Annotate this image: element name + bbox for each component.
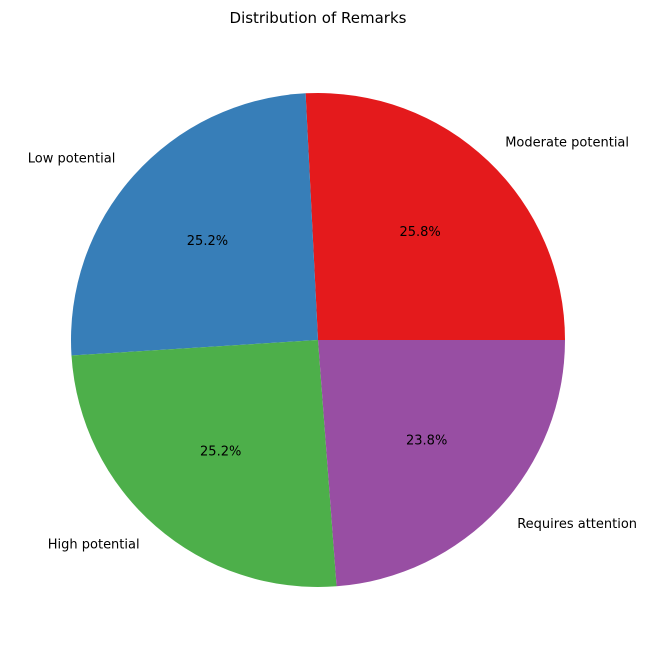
slice-label-requires-attention: Requires attention [517, 517, 637, 532]
pie-labels: Moderate potential 25.8% Low potential 25.2… [28, 136, 637, 553]
pie-slice-moderate-potential [305, 92, 565, 340]
slice-label-high-potential: High potential [48, 537, 140, 552]
slice-label-moderate-potential: Moderate potential [505, 136, 629, 151]
pie-slice-low-potential [71, 93, 319, 356]
pie-slice-high-potential [71, 340, 337, 587]
pie-slices [71, 92, 565, 587]
slice-label-low-potential: Low potential [28, 152, 116, 167]
pct-label-requires-attention: 23.8% [406, 433, 447, 448]
pct-label-high-potential: 25.2% [200, 444, 241, 459]
chart-title: Distribution of Remarks [230, 9, 407, 27]
pct-label-low-potential: 25.2% [187, 234, 228, 249]
pie-slice-requires-attention [318, 340, 565, 587]
pct-label-moderate-potential: 25.8% [399, 225, 440, 240]
